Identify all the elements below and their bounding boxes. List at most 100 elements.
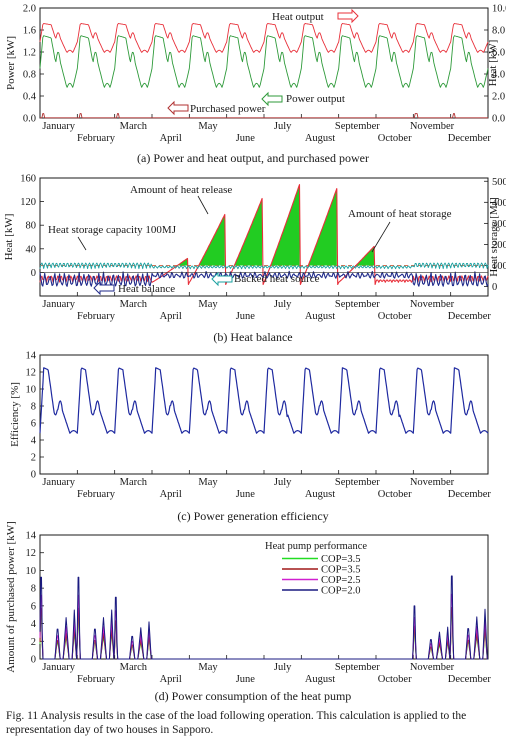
panel-d-ytick-label: 4 [31,619,37,630]
panel-d-month-label: January [42,662,75,673]
panel-b-ytick-label: 80 [26,221,37,232]
panel-b-month-label: May [198,299,218,310]
power-output-line [39,35,489,88]
panel-c-month-label: February [77,489,116,500]
storage-capacity-label: Heat storage capacity 100MJ [48,224,177,236]
panel-a-month-label: December [448,133,492,144]
caption-b: (b) Heat balance [213,330,293,344]
panel-d-ytick-label: 14 [26,531,37,542]
panel-c-frame [39,354,489,475]
panel-b-month-label: December [448,311,492,322]
panel-a-month-label: August [305,133,335,144]
power-output-arrow [261,91,283,107]
panel-c-month-label: October [378,489,412,500]
panel-d-month-label: November [410,662,455,673]
efficiency-line [39,367,489,434]
heat-output-arrow [337,8,359,24]
panel-d-ytick-label: 10 [26,566,37,577]
panel-b-month-label: September [335,299,380,310]
power-output-label: Power output [286,93,345,105]
panel-b-ytick-right-label: 500 [492,177,506,188]
backed-heat-source-line [39,262,489,270]
backed-heat-arrow [211,271,233,287]
panel-d-ytick-label: 2 [31,637,36,648]
panel-a-ytick-label: 2.0 [23,4,36,15]
heat-storage-label: Amount of heat storage [348,208,452,220]
panel-c-month-label: June [236,489,256,500]
panel-d-month-label: April [160,674,182,685]
panel-b-ytick-label: 160 [20,174,36,185]
panel-a-month-label: July [274,121,292,132]
panel-c-month-label: December [448,489,492,500]
panel-b-ytick-right-label: 300 [492,219,506,230]
panel-a-ytick-right-label: 6.0 [492,48,505,59]
panel-b-month-label: June [236,311,256,322]
panel-d-ytick-label: 0 [31,655,36,666]
panel-b-month-label: July [274,299,292,310]
panel-b-ytick-right-label: 400 [492,198,506,209]
panel-d-month-label: March [120,662,148,673]
heat-pump-line [39,612,488,660]
legend-title: Heat pump performance [265,541,367,552]
backed-heat-label: Backed heat source [234,273,320,285]
panel-d-month-label: October [378,674,412,685]
panel-b-month-label: April [160,311,182,322]
panel-c-month-label: May [198,477,218,488]
panel-c-ytick-label: 0 [31,470,36,481]
panel-a-ytick-label: 0.0 [23,114,36,125]
panel-a-ylabel: Power [kW] [5,36,17,90]
panel-a-month-label: March [120,121,148,132]
panel-b-month-label: August [305,311,335,322]
panel-d-month-label: February [77,674,116,685]
panel-b-month-label: January [42,299,75,310]
caption-c: (c) Power generation efficiency [177,509,329,523]
legend-label: COP=3.5 [321,554,360,565]
panel-b-ylabel: Heat [kW] [3,214,15,261]
panel-c-ytick-label: 10 [26,385,37,396]
panel-a-ytick-right-label: 0.0 [492,114,505,125]
panel-b-ytick-right-label: 0 [492,282,497,293]
panel-d-month-label: August [305,674,335,685]
caption-d: (d) Power consumption of the heat pump [154,689,352,703]
panel-a-ytick-right-label: 10.0 [492,4,506,15]
panel-d-ylabel: Amount of purchased power [kW] [5,521,17,673]
panel-a-month-label: January [42,121,75,132]
panel-c-month-label: August [305,489,335,500]
legend-label: COP=2.0 [321,586,360,597]
panel-a-ytick-right-label: 4.0 [492,70,505,81]
heat-pump-line [39,607,488,660]
panel-c-ytick-label: 6 [31,419,36,430]
panel-c-month-label: July [274,477,292,488]
heat-balance-label: Heat balance [118,283,175,295]
panel-a-ytick-label: 1.2 [23,48,36,59]
panel-c-ytick-label: 8 [31,402,36,413]
panel-a-month-label: June [236,133,256,144]
panel-a-ytick-label: 1.6 [23,26,36,37]
panel-b-ytick-label: 40 [26,244,37,255]
panel-a-ytick-right-label: 8.0 [492,26,505,37]
panel-d-frame [39,534,489,660]
panel-b-ytick-label: 0 [31,268,36,279]
panel-b-month-label: February [77,311,116,322]
panel-b-ytick-label: 120 [20,197,36,208]
panel-c-month-label: April [160,489,182,500]
panel-a-month-label: October [378,133,412,144]
panel-a-month-label: September [335,121,380,132]
panel-c-ytick-label: 4 [31,436,37,447]
panel-d-month-label: December [448,674,492,685]
purchased-power-arrow [167,100,189,116]
heat-release-label: Amount of heat release [130,184,232,196]
panel-d-month-label: September [335,662,380,673]
panel-c-month-label: January [42,477,75,488]
panel-d-ytick-label: 12 [26,548,37,559]
panel-c-month-label: March [120,477,148,488]
panel-b-month-label: March [120,299,148,310]
panel-a-month-label: February [77,133,116,144]
panel-b-month-label: November [410,299,455,310]
panel-b-ylabel-right: Heat storage [MJ] [488,197,500,276]
heat-balance-arrow [93,280,115,296]
panel-c-ytick-label: 2 [31,453,36,464]
heat-storage-pointer [371,221,391,253]
panel-d-ytick-label: 6 [31,601,36,612]
legend-label: COP=2.5 [321,575,360,586]
